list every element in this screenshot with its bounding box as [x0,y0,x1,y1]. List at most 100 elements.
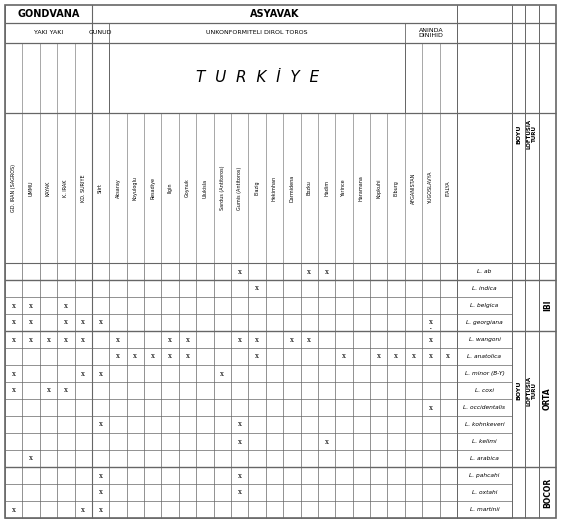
Text: x: x [220,370,224,378]
Text: x: x [186,353,190,360]
Text: x: x [12,301,16,310]
Text: Hekimhan: Hekimhan [272,175,277,200]
Text: L. ab: L. ab [477,269,491,274]
Text: Elburg: Elburg [394,180,399,196]
Text: x: x [47,335,50,344]
Text: T  U  R  K  İ  Y  E: T U R K İ Y E [196,71,319,85]
Text: L. kelimi: L. kelimi [472,439,497,444]
Text: x: x [290,335,294,344]
Text: x: x [447,353,450,360]
Text: x: x [238,267,242,276]
Text: KAYAK: KAYAK [46,180,51,196]
Text: x: x [99,472,103,480]
Text: Aksaray: Aksaray [116,178,121,198]
Text: x: x [81,319,85,326]
Text: L. arabica: L. arabica [470,456,499,461]
Text: x: x [99,319,103,326]
Text: Kopkuhi: Kopkuhi [376,178,381,198]
Text: L. indica: L. indica [472,286,497,291]
Text: Ilgin: Ilgin [168,183,173,194]
Text: ASYAVAK: ASYAVAK [250,9,299,19]
Text: x: x [186,335,190,344]
Text: Koyuloglu: Koyuloglu [133,176,138,200]
Text: x: x [238,420,242,428]
Text: Gumis (Antitoros): Gumis (Antitoros) [237,166,242,210]
Text: x: x [429,404,433,412]
Text: x: x [238,472,242,480]
Text: x: x [238,335,242,344]
Text: ITALYA: ITALYA [446,180,451,196]
Text: Bozku: Bozku [307,180,312,196]
Text: x: x [255,335,259,344]
Text: x: x [168,335,172,344]
Text: L. oxtahi: L. oxtahi [472,490,497,495]
Text: Goynuk: Goynuk [185,179,190,197]
Text: x: x [99,488,103,496]
Text: x: x [81,506,85,514]
Text: x: x [342,353,346,360]
Text: L. occidentalis: L. occidentalis [463,405,505,410]
Text: Sardus (Antitoros): Sardus (Antitoros) [220,166,225,210]
Text: x: x [151,353,155,360]
Text: x: x [12,506,16,514]
Text: ORTA: ORTA [543,388,552,411]
Text: BOYU: BOYU [516,124,521,144]
Text: ·: · [429,324,433,334]
Text: x: x [429,319,433,326]
Text: YUGOSLAVYA: YUGOSLAVYA [429,172,434,204]
Text: x: x [12,319,16,326]
Text: x: x [12,335,16,344]
Text: x: x [29,301,33,310]
Text: Siirt: Siirt [98,183,103,193]
Text: x: x [325,267,329,276]
Text: x: x [325,438,329,446]
Text: KD. SURIYE: KD. SURIYE [81,174,86,202]
Text: x: x [255,285,259,292]
Text: L. coxi: L. coxi [475,388,494,393]
Text: x: x [134,353,137,360]
Text: x: x [99,420,103,428]
Text: YAKI YAKI: YAKI YAKI [34,30,63,36]
Text: x: x [394,353,398,360]
Text: x: x [307,335,311,344]
Text: Hadim: Hadim [324,180,329,196]
Text: LOFTUSIA
TURU: LOFTUSIA TURU [527,119,537,149]
Text: x: x [255,353,259,360]
Text: x: x [29,335,33,344]
Text: Haramana: Haramana [359,175,364,201]
Text: x: x [429,335,433,344]
Text: Yarince: Yarince [342,179,347,197]
Text: L. martinii: L. martinii [470,507,499,512]
Text: x: x [116,353,120,360]
Text: UNKONFORMITELI DIROL TOROS: UNKONFORMITELI DIROL TOROS [206,30,308,36]
Text: x: x [47,386,50,394]
Text: x: x [116,335,120,344]
Text: K. IRAK: K. IRAK [63,179,68,197]
Text: x: x [99,506,103,514]
Text: x: x [307,267,311,276]
Text: L. georgiana: L. georgiana [466,320,503,325]
Text: x: x [238,438,242,446]
Text: x: x [64,335,68,344]
Text: x: x [29,454,33,462]
Text: GONDVANA: GONDVANA [17,9,80,19]
Text: x: x [168,353,172,360]
Text: BOCOR: BOCOR [543,477,552,508]
Text: x: x [64,319,68,326]
Text: x: x [29,319,33,326]
Text: Ulukisla: Ulukisla [203,178,208,198]
Text: L. pahcahi: L. pahcahi [470,473,500,478]
Text: BOYU: BOYU [516,381,521,400]
Text: Resadiye: Resadiye [150,177,155,199]
Text: UMMU: UMMU [29,180,34,196]
Text: x: x [81,370,85,378]
Text: L. wangoni: L. wangoni [468,337,500,342]
Text: AFGANISTAN: AFGANISTAN [411,172,416,203]
Text: L. kohnkeveri: L. kohnkeveri [465,422,504,427]
Text: ANINDA
DINIHID: ANINDA DINIHID [419,28,443,38]
Text: x: x [12,370,16,378]
Text: GD. IRAN (SAGROS): GD. IRAN (SAGROS) [11,164,16,212]
Text: x: x [377,353,381,360]
Text: x: x [81,335,85,344]
Text: L. belgica: L. belgica [470,303,499,308]
